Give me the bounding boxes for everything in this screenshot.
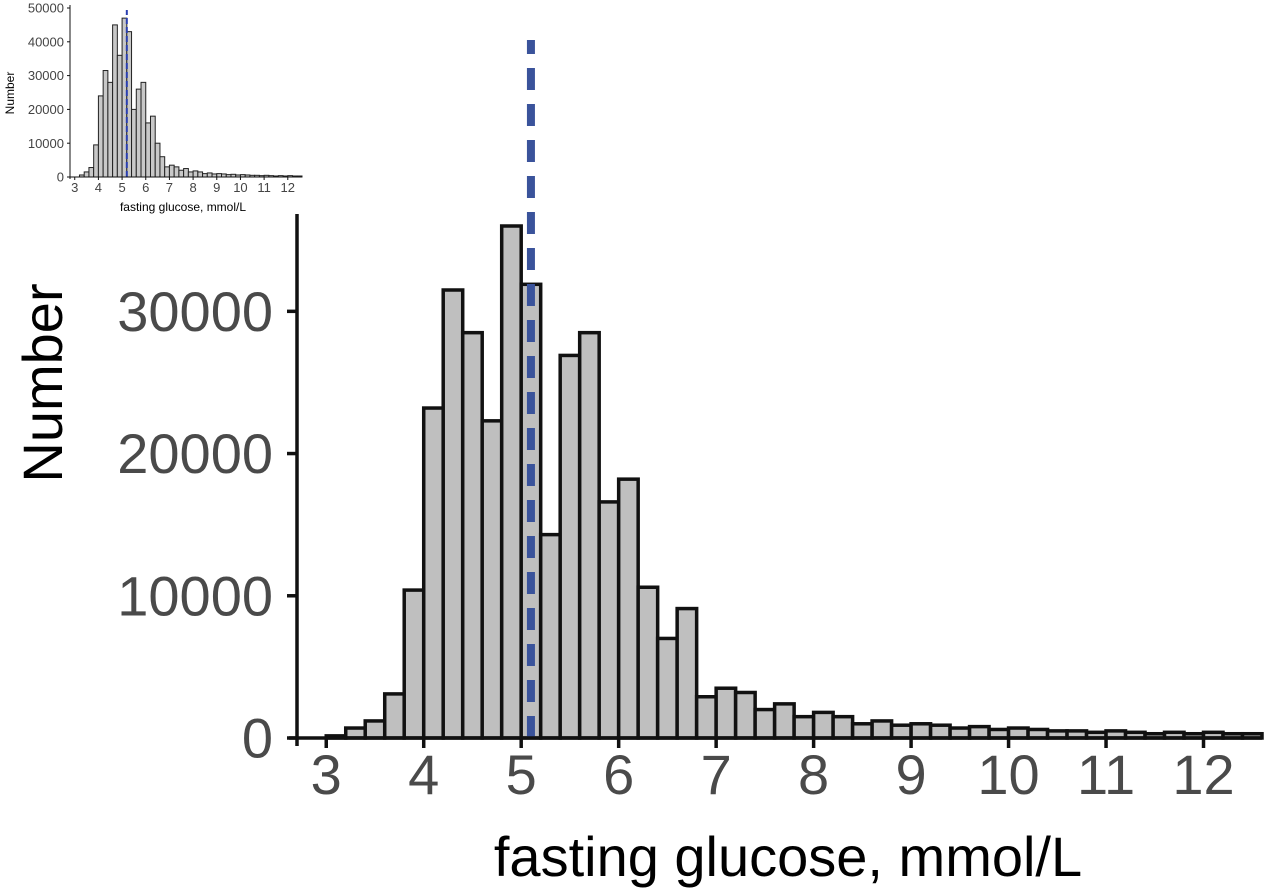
histogram-bar: [831, 714, 855, 740]
histogram-bar: [402, 588, 426, 740]
histogram-bar: [597, 500, 621, 740]
x-tick-label: 6: [142, 180, 149, 195]
x-tick-label: 4: [95, 180, 102, 195]
histogram-bar: [655, 636, 679, 740]
histogram-bar: [116, 54, 123, 178]
histogram-bar: [88, 167, 95, 178]
histogram-bar: [675, 606, 699, 740]
histogram-bar: [107, 81, 114, 178]
x-tick-label: 5: [118, 180, 125, 195]
x-tick-label: 9: [896, 743, 927, 806]
x-tick-label: 11: [257, 180, 271, 195]
histogram-bar: [772, 702, 796, 740]
histogram-bar: [202, 173, 208, 178]
histogram-bar: [83, 171, 90, 178]
histogram-bar: [577, 330, 601, 740]
x-tick-label: 6: [603, 743, 634, 806]
histogram-bar: [135, 88, 142, 178]
histogram-bar: [460, 330, 484, 740]
histogram-bar: [363, 719, 387, 740]
y-tick-label: 20000: [117, 422, 273, 485]
histogram-bar: [480, 419, 504, 740]
x-tick-label: 8: [189, 180, 196, 195]
histogram-bar: [441, 288, 465, 740]
histogram-bar: [197, 171, 204, 178]
histogram-bar: [187, 171, 194, 178]
histogram-bar: [168, 164, 175, 178]
histogram-bar: [616, 477, 640, 740]
x-tick-label: 8: [798, 743, 829, 806]
histogram-bar: [421, 406, 445, 740]
y-tick-label: 0: [242, 707, 273, 770]
x-axis-label: fasting glucose, mmol/L: [494, 825, 1082, 888]
histogram-bar: [889, 723, 913, 740]
x-tick-label: 12: [1172, 743, 1234, 806]
histogram-bar: [382, 692, 406, 740]
x-tick-label: 3: [311, 743, 342, 806]
x-tick-label: 3: [71, 180, 78, 195]
y-tick-label: 40000: [28, 34, 64, 49]
histogram-bar: [206, 172, 213, 178]
histogram-bar: [183, 168, 189, 178]
histogram-bar: [140, 81, 147, 178]
histogram-bar: [131, 108, 137, 178]
histogram-bar: [714, 686, 738, 740]
x-tick-label: 7: [701, 743, 732, 806]
y-tick-label: 30000: [117, 280, 273, 343]
histogram-bar: [753, 707, 777, 740]
histogram-bar: [792, 714, 816, 740]
histogram-bar: [538, 532, 562, 740]
histogram-bar: [112, 24, 118, 178]
histogram-bar: [694, 695, 718, 740]
x-tick-label: 7: [166, 180, 173, 195]
histogram-bar: [499, 224, 523, 740]
main-histogram: 3 4 5 6 7 8 9 10 11 12 0 10000 20000 30000 fasting glu…: [11, 40, 1264, 888]
histogram-bar: [870, 719, 894, 740]
x-tick-label: 10: [233, 180, 247, 195]
x-tick-label: 10: [977, 743, 1039, 806]
histogram-bar: [636, 585, 660, 740]
histogram-bar: [97, 95, 104, 178]
histogram-bar: [192, 170, 199, 178]
x-tick-label: 4: [408, 743, 439, 806]
x-axis-label: fasting glucose, mmol/L: [120, 200, 246, 214]
y-tick-label: 10000: [28, 136, 64, 151]
histogram-bar: [928, 723, 952, 740]
y-tick-label: 20000: [28, 102, 64, 117]
y-axis-label: Number: [3, 72, 17, 115]
histogram-bar: [558, 353, 582, 740]
y-tick-label: 10000: [117, 564, 273, 627]
histogram-bar: [145, 122, 151, 178]
histogram-bar: [102, 70, 109, 178]
histogram-bar: [173, 166, 180, 178]
histogram-bar: [811, 710, 835, 740]
histogram-bar: [733, 690, 757, 740]
histogram-bar: [149, 115, 156, 178]
histogram-bar: [909, 722, 933, 740]
histogram-bar: [164, 166, 170, 178]
histogram-bar: [93, 144, 99, 178]
x-tick-label: 12: [281, 180, 295, 195]
histogram-bar: [850, 722, 874, 740]
histogram-bar: [154, 142, 161, 178]
histogram-bar: [216, 173, 223, 178]
inset-histogram: 3 4 5 6 7 8 9 10 11 12 0 10000 20000 30000 40000 50000 f…: [3, 1, 303, 214]
y-tick-label: 0: [57, 170, 64, 185]
x-tick-label: 5: [506, 743, 537, 806]
histogram-bar: [178, 169, 185, 178]
y-tick-label: 30000: [28, 68, 64, 83]
y-axis-label: Number: [11, 283, 74, 482]
x-tick-label: 9: [213, 180, 220, 195]
histogram-bar: [159, 156, 166, 178]
x-tick-label: 11: [1077, 743, 1135, 806]
y-tick-label: 50000: [28, 1, 64, 16]
